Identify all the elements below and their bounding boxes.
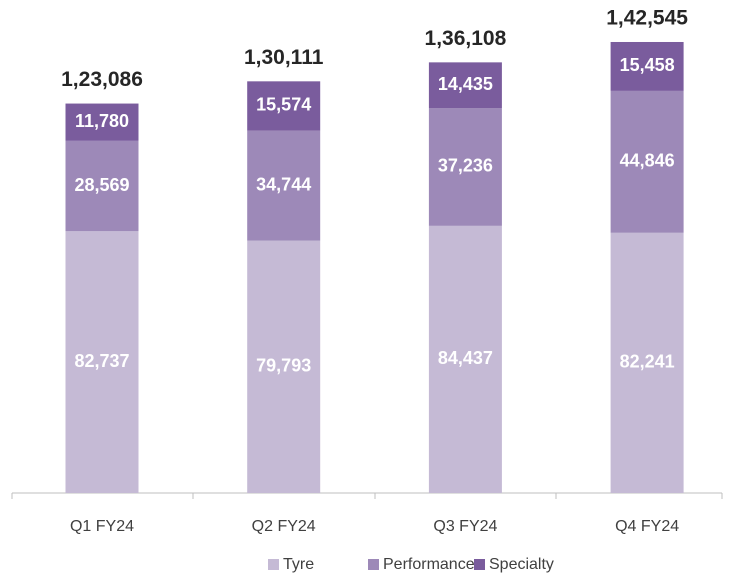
bar-segment <box>65 140 139 232</box>
data-label: 79,793 <box>256 356 311 376</box>
total-label: 1,36,108 <box>425 27 507 50</box>
total-label: 1,23,086 <box>61 68 143 91</box>
data-label: 15,458 <box>620 55 675 75</box>
x-tick-label: Q4 FY24 <box>615 518 679 535</box>
data-label: 82,241 <box>620 352 675 372</box>
bar-segment <box>610 41 684 91</box>
legend-label: Tyre <box>283 556 314 573</box>
axis-ticks <box>11 493 723 499</box>
legend-swatch <box>474 559 485 570</box>
total-label: 1,42,545 <box>606 7 688 30</box>
data-label: 11,780 <box>75 111 129 131</box>
bar-segment <box>247 81 321 131</box>
data-label: 37,236 <box>438 156 493 176</box>
data-label: 28,569 <box>74 175 129 195</box>
data-label: 15,574 <box>256 95 311 115</box>
bar-segment <box>65 231 139 493</box>
bar-segment <box>247 240 321 493</box>
legend-label: Performance <box>383 556 475 573</box>
x-tick-label: Q3 FY24 <box>433 518 497 535</box>
data-label: 14,435 <box>438 74 493 94</box>
bar-segment <box>610 232 684 493</box>
legend-swatch <box>368 559 379 570</box>
bar-segment <box>428 108 502 226</box>
x-tick-label: Q2 FY24 <box>252 518 316 535</box>
legend-swatch <box>268 559 279 570</box>
bar-segment <box>65 103 139 141</box>
bar-segment <box>610 90 684 233</box>
data-label: 44,846 <box>620 151 675 171</box>
data-label: 82,737 <box>74 351 129 371</box>
x-tick-label: Q1 FY24 <box>70 518 134 535</box>
total-label: 1,30,111 <box>244 46 324 69</box>
bar-segment <box>428 225 502 493</box>
bar-segment <box>428 62 502 109</box>
legend-label: Specialty <box>489 556 554 573</box>
bar-segment <box>247 130 321 241</box>
data-label: 34,744 <box>256 174 311 194</box>
data-label: 84,437 <box>438 348 493 368</box>
